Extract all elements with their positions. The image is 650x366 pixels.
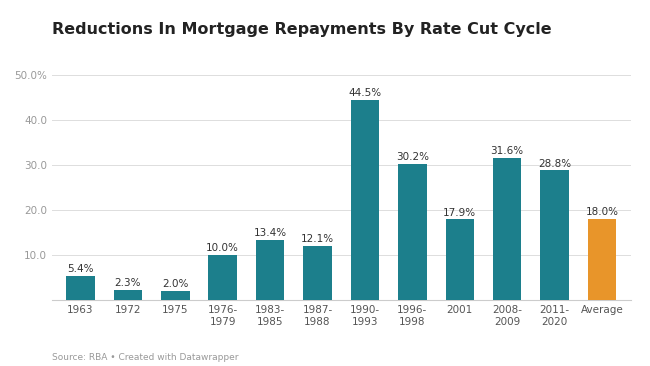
Text: 5.4%: 5.4%	[67, 264, 94, 274]
Bar	[540, 171, 569, 300]
Bar	[445, 220, 474, 300]
Bar	[66, 276, 95, 300]
Text: 31.6%: 31.6%	[491, 146, 524, 156]
Text: Reductions In Mortgage Repayments By Rate Cut Cycle: Reductions In Mortgage Repayments By Rat…	[52, 22, 552, 37]
Text: 13.4%: 13.4%	[254, 228, 287, 238]
Bar	[304, 246, 332, 300]
Bar	[114, 290, 142, 300]
Bar	[493, 158, 521, 300]
Bar	[209, 255, 237, 300]
Bar	[161, 291, 190, 300]
Text: 2.0%: 2.0%	[162, 279, 188, 289]
Bar	[398, 164, 426, 300]
Bar	[256, 240, 284, 300]
Text: 2.3%: 2.3%	[114, 278, 141, 288]
Text: 10.0%: 10.0%	[206, 243, 239, 253]
Text: 30.2%: 30.2%	[396, 152, 429, 162]
Text: Source: RBA • Created with Datawrapper: Source: RBA • Created with Datawrapper	[52, 353, 239, 362]
Text: 12.1%: 12.1%	[301, 234, 334, 244]
Text: 44.5%: 44.5%	[348, 88, 382, 98]
Text: 28.8%: 28.8%	[538, 158, 571, 169]
Text: 18.0%: 18.0%	[586, 207, 619, 217]
Bar	[588, 219, 616, 300]
Bar	[351, 100, 379, 300]
Text: 17.9%: 17.9%	[443, 208, 476, 218]
